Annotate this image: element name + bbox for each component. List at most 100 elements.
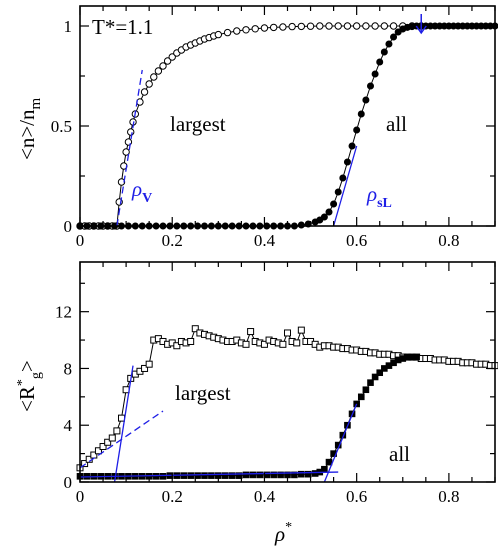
top-point-largest [159, 62, 167, 70]
bottom-fit-line-0 [113, 365, 134, 483]
bottom-largest-label: largest [175, 381, 231, 405]
top-point-largest [279, 23, 287, 31]
top-point-largest [140, 88, 149, 96]
top-temperature-label: T*=1.1 [92, 15, 153, 39]
top-point-all [334, 188, 342, 196]
top-point-all [330, 200, 338, 208]
bottom-y-axis-close: > [15, 360, 39, 372]
bottom-point-all [371, 373, 379, 381]
bottom-point-largest [187, 337, 195, 345]
bottom-point-largest [141, 364, 149, 372]
bottom-point-all [152, 473, 160, 480]
bottom-x-tick-label: 0.4 [254, 487, 276, 506]
bottom-point-largest [173, 342, 181, 350]
bottom-x-tick-label: 0.2 [162, 487, 183, 506]
bottom-point-largest [297, 326, 305, 334]
bottom-point-all [291, 471, 298, 479]
top-arrow-marker [415, 14, 427, 35]
bottom-all-label: all [389, 442, 410, 466]
top-point-largest [127, 128, 135, 136]
top-fit-line-0 [116, 69, 143, 227]
bottom-x-axis-label: ρ* [274, 520, 292, 546]
x-axis-superscript: * [285, 520, 292, 535]
top-x-tick-label: 0.4 [254, 231, 276, 250]
top-point-all [320, 213, 328, 221]
bottom-series-line-largest [79, 327, 495, 469]
top-point-all [385, 40, 393, 48]
top-point-largest [325, 22, 333, 30]
top-ticks: 0 0.2 0.4 0.6 0.8 0 0.5 1 [51, 6, 496, 250]
bottom-point-all [362, 386, 370, 394]
bottom-x-tick-label: 0.6 [346, 487, 367, 506]
top-point-all [339, 174, 347, 182]
top-point-largest [362, 22, 370, 30]
top-point-all [362, 96, 370, 104]
bottom-ticks: 0 0.2 0.4 0.6 0.8 0 4 8 12 [55, 262, 496, 506]
rho-sl-label: ρsL [366, 182, 392, 211]
top-y-tick-label: 0.5 [51, 117, 72, 136]
top-all-label: all [386, 112, 407, 136]
top-point-largest [154, 67, 163, 75]
bottom-y-axis-superscript: * [15, 379, 30, 386]
top-point-largest [163, 57, 172, 65]
bottom-point-all [376, 369, 384, 377]
top-point-largest [168, 53, 176, 61]
top-x-tick-label: 0 [76, 231, 85, 250]
bottom-y-axis-label: <R*g> [15, 360, 44, 412]
bottom-point-largest [284, 329, 291, 337]
top-point-largest [389, 22, 398, 30]
top-y-tick-label: 0 [64, 217, 73, 236]
top-fit-line-1 [332, 145, 358, 227]
bottom-point-all [201, 472, 208, 479]
top-point-largest [306, 22, 315, 30]
bottom-panel: 0 0.2 0.4 0.6 0.8 0 4 8 12 largest all <R*g> ρ* [15, 261, 498, 546]
bottom-point-all [413, 353, 420, 361]
bottom-series-layer [76, 325, 498, 483]
bottom-point-all [235, 472, 243, 479]
bottom-point-largest [247, 328, 255, 336]
bottom-x-tick-label: 0.8 [438, 487, 459, 506]
top-point-largest [288, 22, 296, 31]
top-x-tick-label: 0.8 [438, 231, 459, 250]
top-largest-label: largest [170, 112, 226, 136]
top-point-largest [251, 25, 259, 33]
bottom-y-tick-label: 0 [64, 473, 73, 492]
top-point-all [371, 70, 379, 78]
bottom-point-all [367, 379, 374, 386]
top-point-largest [233, 27, 241, 35]
bottom-fit-line-2 [79, 471, 339, 478]
bottom-point-all [208, 472, 215, 479]
arrow-head [415, 25, 427, 35]
bottom-point-all [263, 471, 271, 479]
bottom-point-largest [104, 438, 112, 446]
bottom-point-all [194, 472, 201, 479]
bottom-point-largest [81, 460, 89, 468]
top-point-largest [380, 22, 389, 30]
top-point-all [348, 142, 356, 150]
bottom-point-all [298, 470, 305, 478]
top-point-all [357, 110, 365, 118]
bottom-point-largest [113, 427, 121, 435]
bottom-y-tick-label: 4 [64, 416, 73, 435]
bottom-point-all [249, 471, 257, 479]
top-point-largest [343, 22, 352, 30]
bottom-point-all [304, 470, 312, 478]
bottom-point-largest [94, 447, 102, 455]
top-point-largest [297, 22, 306, 31]
bottom-x-tick-label: 0 [76, 487, 85, 506]
bottom-y-tick-label: 8 [64, 359, 73, 378]
bottom-point-largest [242, 340, 250, 348]
bottom-y-axis-subscript: g [29, 372, 44, 379]
top-y-tick-label: 1 [64, 17, 73, 36]
top-point-largest [260, 24, 269, 32]
top-point-largest [371, 22, 379, 30]
bottom-point-largest [279, 340, 287, 348]
bottom-fit-line-3 [323, 403, 358, 483]
top-point-largest [122, 148, 130, 156]
top-point-largest [352, 22, 361, 30]
rho-v-subscript: V [142, 191, 152, 206]
bottom-point-all [221, 472, 229, 479]
bottom-point-all [228, 472, 236, 479]
bottom-point-largest [145, 360, 153, 368]
